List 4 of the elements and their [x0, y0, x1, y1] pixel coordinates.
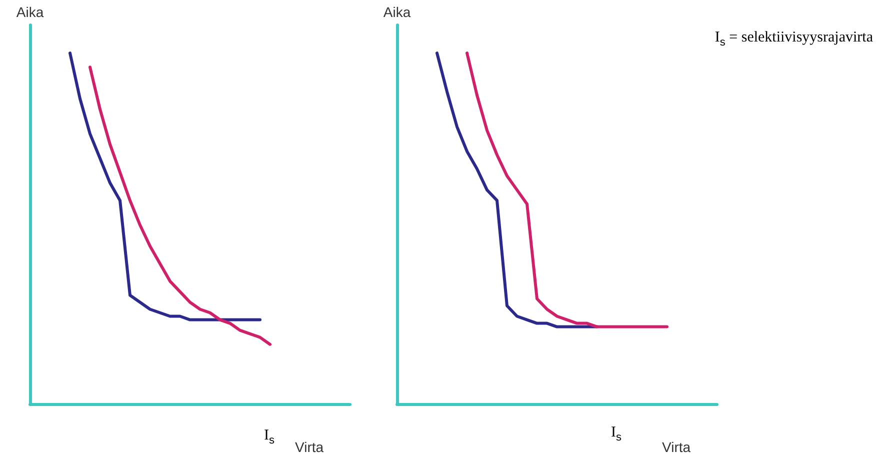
y-axis-title: Aika	[16, 4, 44, 20]
x-axis-title: Virta	[662, 439, 691, 454]
y-axis-title: Aika	[383, 4, 411, 20]
x-axis-title: Virta	[295, 439, 324, 454]
